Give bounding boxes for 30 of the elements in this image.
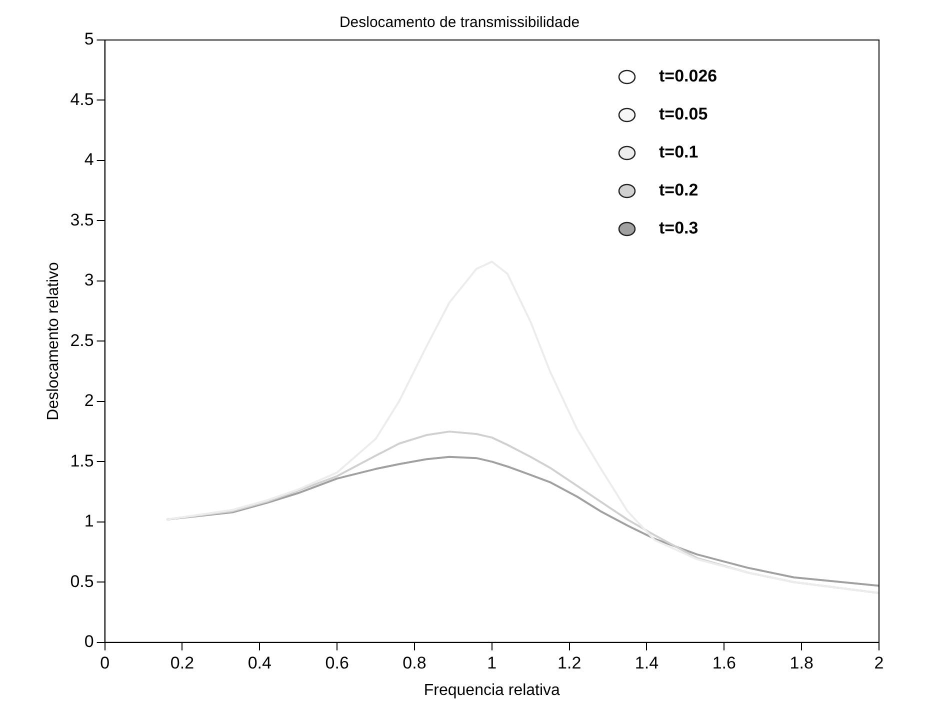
x-tick-label: 0.2 bbox=[170, 653, 194, 672]
y-tick-label: 5 bbox=[84, 30, 94, 49]
x-tick-label: 2 bbox=[874, 653, 884, 672]
legend-label: t=0.026 bbox=[659, 66, 718, 86]
x-tick-label: 1.2 bbox=[558, 653, 582, 672]
y-tick-label: 2.5 bbox=[70, 330, 94, 350]
y-tick-label: 1.5 bbox=[70, 451, 94, 470]
x-tick-label: 1.6 bbox=[712, 653, 736, 672]
y-axis-title: Deslocamento relativo bbox=[45, 262, 62, 420]
legend-label: t=0.2 bbox=[659, 180, 698, 200]
legend-label: t=0.1 bbox=[659, 142, 698, 162]
y-tick-label: 0 bbox=[84, 632, 94, 652]
x-tick-label: 0.8 bbox=[402, 653, 426, 672]
y-tick-label: 2 bbox=[84, 391, 94, 410]
x-tick-label: 1.8 bbox=[790, 653, 814, 672]
x-tick-label: 0.6 bbox=[325, 653, 349, 672]
x-tick-label: 1.4 bbox=[634, 653, 659, 672]
legend-label: t=0.05 bbox=[659, 104, 708, 124]
x-tick-label: 0 bbox=[100, 653, 110, 672]
x-tick-label: 0.4 bbox=[248, 653, 272, 672]
x-axis-title: Frequencia relativa bbox=[424, 682, 560, 699]
y-tick-label: 3 bbox=[84, 270, 94, 290]
legend-label: t=0.3 bbox=[659, 218, 698, 238]
y-tick-label: 4 bbox=[84, 150, 94, 170]
y-tick-label: 4.5 bbox=[70, 90, 94, 109]
x-tick-label: 1 bbox=[487, 653, 497, 672]
y-tick-label: 3.5 bbox=[70, 210, 94, 230]
chart-title: Deslocamento de transmissibilidade bbox=[339, 14, 580, 32]
y-tick-label: 1 bbox=[84, 512, 94, 531]
y-tick-label: 0.5 bbox=[70, 572, 94, 591]
